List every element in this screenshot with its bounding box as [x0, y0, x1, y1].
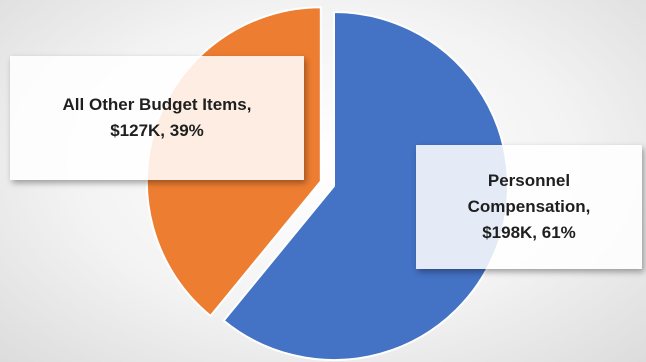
data-label-line: Personnel: [487, 171, 571, 190]
data-label-line: Compensation,: [467, 197, 591, 216]
data-label-line: $198K, 61%: [482, 223, 576, 242]
data-label-personnel-compensation: Personnel Compensation, $198K, 61%: [416, 145, 642, 269]
data-label-all-other-budget-items: All Other Budget Items, $127K, 39%: [10, 56, 304, 180]
data-label-line: All Other Budget Items,: [62, 95, 252, 114]
data-label-line: $127K, 39%: [110, 121, 204, 140]
